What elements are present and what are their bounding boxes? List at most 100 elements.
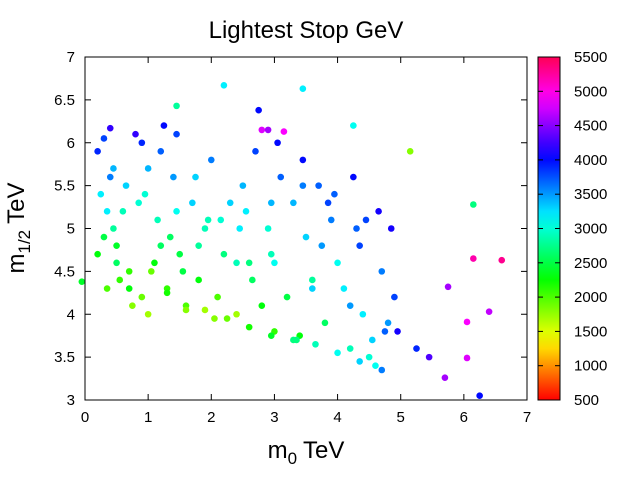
point <box>144 310 152 318</box>
point <box>378 268 386 275</box>
point <box>267 332 275 339</box>
point <box>331 190 338 198</box>
point <box>94 250 101 258</box>
x-tick-label: 2 <box>207 409 215 426</box>
point <box>182 306 190 314</box>
y-tick-label: 4 <box>67 306 75 323</box>
x-tick-label: 0 <box>81 409 89 426</box>
point <box>350 173 357 181</box>
x-tick-label: 3 <box>270 409 278 426</box>
point <box>387 225 395 232</box>
x-tick-label: 1 <box>144 409 152 426</box>
point <box>258 302 266 309</box>
x-label-unit: TeV <box>303 437 344 464</box>
point <box>324 199 332 207</box>
point <box>245 259 253 267</box>
point <box>138 293 146 301</box>
x-tick-label: 4 <box>333 409 341 426</box>
y-tick-label: 3.5 <box>54 349 75 366</box>
point <box>113 259 120 267</box>
x-tick-label: 7 <box>523 409 531 426</box>
point <box>353 225 360 232</box>
point <box>271 259 278 267</box>
point <box>132 130 139 138</box>
point <box>334 259 341 267</box>
point <box>359 310 367 318</box>
point <box>233 310 240 318</box>
x-axis-label: m0 TeV <box>268 437 345 468</box>
point <box>135 199 142 207</box>
point <box>299 182 307 189</box>
point <box>346 345 354 352</box>
point <box>110 165 117 172</box>
y-tick-label: 5.5 <box>54 178 75 195</box>
point <box>299 85 307 93</box>
point <box>204 216 212 224</box>
point <box>425 353 433 361</box>
point <box>463 354 471 362</box>
point <box>280 128 288 135</box>
point <box>129 302 136 309</box>
point <box>122 182 130 189</box>
point <box>264 126 272 134</box>
chart-title: Lightest Stop GeV <box>209 17 404 44</box>
point <box>144 165 152 172</box>
point <box>406 148 414 155</box>
colorbar-tick-label: 2500 <box>574 255 607 272</box>
point <box>334 349 341 357</box>
point <box>189 199 196 207</box>
point <box>312 340 319 348</box>
point <box>106 173 114 181</box>
point <box>252 148 259 155</box>
y-tick-label: 6.5 <box>54 92 75 109</box>
point <box>125 285 133 292</box>
y-label-unit: TeV <box>3 183 30 224</box>
point <box>192 173 199 181</box>
point <box>103 285 111 292</box>
point <box>100 233 108 241</box>
point <box>125 268 133 275</box>
point <box>78 278 86 285</box>
point <box>362 216 370 224</box>
point <box>277 173 285 181</box>
point <box>103 208 111 215</box>
colorbar-tick-label: 2000 <box>574 289 607 306</box>
point <box>391 293 398 301</box>
point <box>290 336 297 344</box>
point <box>321 319 329 327</box>
x-tick-label: 6 <box>460 409 468 426</box>
point <box>372 362 379 370</box>
point <box>378 366 386 374</box>
y-tick-label: 6 <box>67 135 75 152</box>
point <box>217 216 225 224</box>
y-tick-label: 7 <box>67 49 75 66</box>
point <box>157 148 165 155</box>
point <box>179 268 187 275</box>
point <box>258 126 266 134</box>
point <box>255 106 262 114</box>
point <box>274 139 281 147</box>
point <box>207 156 215 164</box>
y-tick-label: 3 <box>67 392 75 409</box>
point <box>283 293 291 301</box>
point <box>470 201 477 208</box>
point <box>160 122 168 129</box>
point <box>226 199 234 207</box>
point <box>141 190 149 198</box>
point <box>318 242 326 249</box>
point <box>350 122 357 129</box>
point <box>346 302 354 309</box>
point <box>220 250 228 258</box>
point <box>116 276 124 284</box>
point <box>375 208 382 215</box>
point <box>290 199 297 207</box>
point <box>299 156 307 164</box>
point <box>302 233 310 241</box>
point <box>94 148 101 155</box>
point <box>264 225 272 232</box>
point <box>148 268 155 275</box>
point <box>214 293 221 301</box>
point <box>163 289 171 297</box>
point <box>394 328 401 335</box>
